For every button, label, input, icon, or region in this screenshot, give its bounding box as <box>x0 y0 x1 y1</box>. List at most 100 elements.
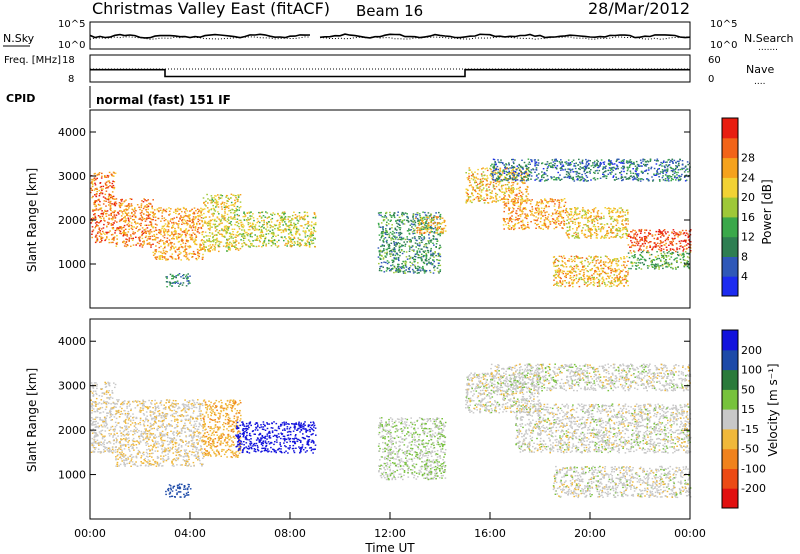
scatter-cell <box>246 233 248 236</box>
scatter-cell <box>150 211 152 213</box>
scatter-cell <box>175 233 177 235</box>
scatter-cell <box>470 174 473 177</box>
scatter-cell <box>98 222 101 224</box>
scatter-cell <box>611 260 614 262</box>
scatter-cell <box>583 269 585 271</box>
scatter-cell <box>158 207 160 209</box>
scatter-cell <box>94 182 96 184</box>
scatter-cell <box>140 214 142 216</box>
scatter-cell <box>508 186 510 188</box>
scatter-cell <box>242 239 245 242</box>
scatter-cell <box>173 238 175 240</box>
nave-legend-dots: .... <box>754 77 765 87</box>
scatter-cell <box>132 214 135 216</box>
scatter-cell <box>216 228 218 231</box>
scatter-cell <box>616 270 618 272</box>
scatter-cell <box>150 223 153 225</box>
scatter-cell <box>219 220 222 222</box>
scatter-cell <box>489 192 492 194</box>
scatter-cell <box>438 254 441 256</box>
scatter-cell <box>486 169 489 172</box>
scatter-cell <box>405 251 408 253</box>
scatter-cell <box>621 208 624 211</box>
scatter-cell <box>227 218 229 220</box>
scatter-cell <box>651 247 654 250</box>
scatter-cell <box>430 253 432 255</box>
scatter-cell <box>124 221 127 223</box>
scatter-cell <box>676 233 678 235</box>
scatter-cell <box>107 196 110 198</box>
scatter-cell <box>127 225 130 227</box>
scatter-cell <box>239 233 241 235</box>
scatter-cell <box>378 226 381 228</box>
scatter-cell <box>263 241 265 243</box>
scatter-cell <box>634 254 636 256</box>
scatter-cell <box>130 212 133 215</box>
scatter-cell <box>600 259 602 262</box>
scatter-cell <box>147 208 149 210</box>
scatter-cell <box>145 200 148 202</box>
scatter-cell <box>415 216 417 218</box>
scatter-cell <box>408 228 410 230</box>
scatter-cell <box>650 253 653 256</box>
scatter-cell <box>140 234 143 237</box>
scatter-cell <box>519 195 522 197</box>
scatter-cell <box>402 270 404 273</box>
scatter-cell <box>171 258 174 260</box>
scatter-cell <box>597 210 600 212</box>
scatter-cell <box>248 226 251 228</box>
scatter-cell <box>126 233 128 236</box>
scatter-cell <box>659 231 662 233</box>
scatter-cell <box>290 221 292 224</box>
scatter-cell <box>170 218 172 220</box>
scatter-cell <box>517 200 519 202</box>
scatter-cell <box>436 224 439 226</box>
scatter-cell <box>569 284 571 287</box>
scatter-cell <box>507 202 510 205</box>
scatter-cell <box>433 235 435 238</box>
scatter-cell <box>92 217 95 220</box>
scatter-cell <box>563 198 566 200</box>
scatter-cell <box>302 227 305 229</box>
scatter-cell <box>675 243 678 245</box>
scatter-cell <box>465 201 467 203</box>
scatter-cell <box>433 269 436 271</box>
scatter-cell <box>627 244 630 246</box>
scatter-cell <box>260 235 262 237</box>
scatter-cell <box>271 229 274 231</box>
scatter-cell <box>439 231 442 233</box>
scatter-cell <box>128 204 130 206</box>
scatter-cell <box>496 180 498 183</box>
scatter-cell <box>416 217 419 220</box>
scatter-cell <box>163 228 166 230</box>
scatter-cell <box>579 222 581 224</box>
scatter-cell <box>94 213 96 215</box>
scatter-cell <box>536 224 538 226</box>
scatter-cell <box>93 173 96 175</box>
scatter-cell <box>141 230 144 232</box>
scatter-cell <box>616 211 619 213</box>
scatter-cell <box>128 207 130 209</box>
scatter-cell <box>386 248 388 251</box>
scatter-cell <box>182 242 184 244</box>
scatter-cell <box>223 206 226 208</box>
scatter-cell <box>665 261 668 263</box>
scatter-cell <box>598 228 600 230</box>
scatter-cell <box>520 191 523 194</box>
scatter-cell <box>565 232 567 234</box>
scatter-cell <box>388 236 390 239</box>
scatter-cell <box>524 188 527 190</box>
scatter-cell <box>137 236 140 239</box>
scatter-cell <box>182 274 184 277</box>
scatter-cell <box>573 213 576 216</box>
scatter-cell <box>125 208 128 210</box>
scatter-cell <box>479 178 482 181</box>
scatter-cell <box>509 191 511 193</box>
scatter-cell <box>405 266 408 268</box>
scatter-cell <box>639 238 642 241</box>
scatter-cell <box>178 248 180 250</box>
scatter-cell <box>207 202 209 204</box>
scatter-cell <box>495 201 497 203</box>
scatter-cell <box>410 239 412 242</box>
scatter-cell <box>572 234 575 237</box>
